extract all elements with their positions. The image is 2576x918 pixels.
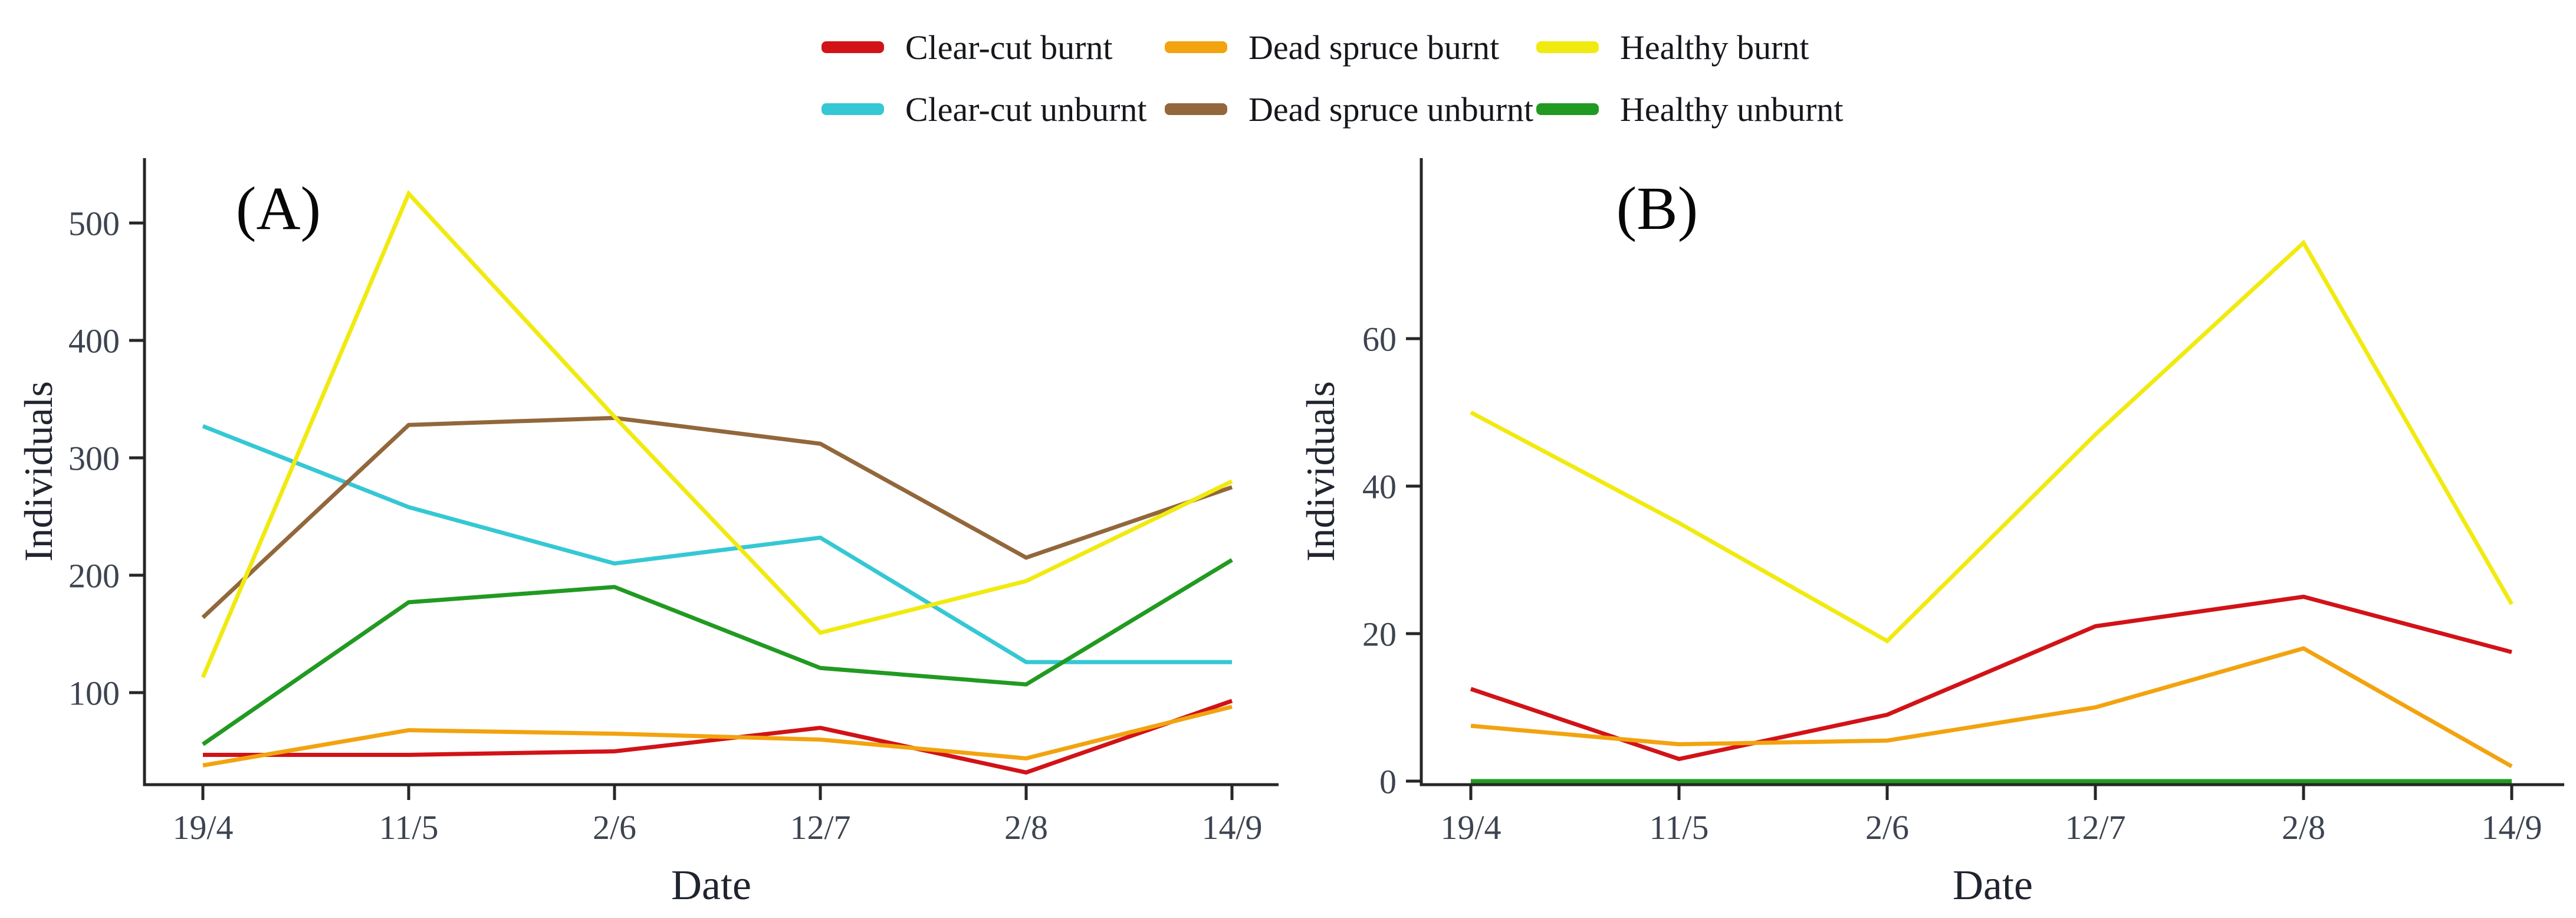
x-axis-title: Date: [671, 861, 751, 909]
legend-item-clear-cut-burnt: Clear-cut burnt: [822, 26, 1113, 68]
y-tick-label: 200: [68, 556, 120, 595]
x-tick-label: 14/9: [1201, 808, 1262, 847]
x-tick-label: 12/7: [790, 808, 850, 847]
series-line-healthy-burnt: [201, 189, 1233, 678]
y-tick-label: 40: [1362, 467, 1397, 506]
series-line-dead-spruce-unburnt: [201, 415, 1233, 619]
legend-label: Clear-cut unburnt: [905, 90, 1147, 129]
legend-label: Dead spruce unburnt: [1248, 90, 1534, 129]
clear-cut-burnt-key-icon: [822, 41, 884, 53]
legend-item-dead-spruce-unburnt: Dead spruce unburnt: [1165, 88, 1533, 130]
series-line-dead-spruce-burnt: [1470, 646, 2513, 769]
x-tick-label: 2/8: [1004, 808, 1048, 847]
y-tick-label: 300: [68, 439, 120, 477]
legend-item-healthy-unburnt: Healthy unburnt: [1536, 88, 1844, 130]
dead-spruce-burnt-key-icon: [1165, 41, 1227, 53]
panel-letter: (A): [236, 175, 321, 242]
x-tick-label: 12/7: [2065, 808, 2125, 847]
x-tick-label: 2/6: [1865, 808, 1909, 847]
y-tick-label: 500: [68, 204, 120, 242]
panel-letter: (B): [1616, 175, 1698, 242]
legend-label: Healthy unburnt: [1620, 90, 1844, 129]
legend-item-clear-cut-unburnt: Clear-cut unburnt: [822, 88, 1147, 130]
x-axis-title: Date: [1953, 861, 2033, 909]
clear-cut-unburnt-key-icon: [822, 103, 884, 115]
x-tick-label: 11/5: [379, 808, 439, 847]
y-tick-label: 60: [1362, 320, 1397, 358]
series-line-clear-cut-burnt: [1470, 594, 2512, 762]
axes: [143, 158, 1279, 786]
y-tick-label: 0: [1379, 762, 1397, 801]
healthy-burnt-key-icon: [1536, 41, 1599, 53]
dead-spruce-unburnt-key-icon: [1165, 103, 1227, 115]
series-line-dead-spruce-burnt: [202, 704, 1233, 768]
series-line-clear-cut-burnt: [203, 699, 1233, 775]
x-tick-label: 2/6: [593, 808, 636, 847]
y-tick-label: 100: [68, 674, 120, 712]
legend-item-dead-spruce-burnt: Dead spruce burnt: [1165, 26, 1499, 68]
legend: Clear-cut burnt Dead spruce burnt Health…: [0, 0, 2576, 153]
x-tick-label: 11/5: [1650, 808, 1709, 847]
x-tick-label: 2/8: [2282, 808, 2325, 847]
legend-label: Clear-cut burnt: [905, 28, 1113, 67]
x-tick-label: 19/4: [1440, 808, 1501, 847]
legend-label: Dead spruce burnt: [1248, 28, 1500, 67]
healthy-unburnt-key-icon: [1536, 103, 1599, 115]
panel-b: 0 20 40 60 19/4 11/5 2/6 12/7 2/8 14/9 (B) Individu…: [1298, 158, 2564, 909]
series-line-healthy-unburnt: [202, 558, 1233, 746]
axes: [1420, 158, 2564, 786]
legend-label: Healthy burnt: [1620, 28, 1809, 67]
x-tick-label: 14/9: [2481, 808, 2542, 847]
panel-a: 100 200 300 400 500 19/4 11/5 2/6 12/7 2/8 14/9 (A)…: [16, 158, 1279, 909]
y-axis-title: Individuals: [16, 381, 61, 562]
y-tick-label: 400: [68, 322, 120, 360]
y-tick-label: 20: [1362, 615, 1397, 653]
x-tick-label: 19/4: [172, 808, 233, 847]
y-axis-title: Individuals: [1298, 381, 1343, 562]
series-line-healthy-burnt: [1470, 239, 2514, 644]
legend-item-healthy-burnt: Healthy burnt: [1536, 26, 1809, 68]
